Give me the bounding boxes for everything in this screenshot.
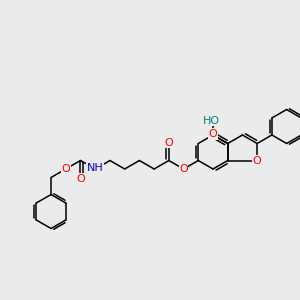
Text: NH: NH — [87, 163, 103, 173]
Text: O: O — [253, 155, 262, 166]
Text: HO: HO — [202, 116, 220, 125]
Text: O: O — [179, 164, 188, 174]
Text: O: O — [164, 137, 173, 148]
Text: O: O — [61, 164, 70, 174]
Text: O: O — [208, 129, 217, 139]
Text: O: O — [76, 173, 85, 184]
